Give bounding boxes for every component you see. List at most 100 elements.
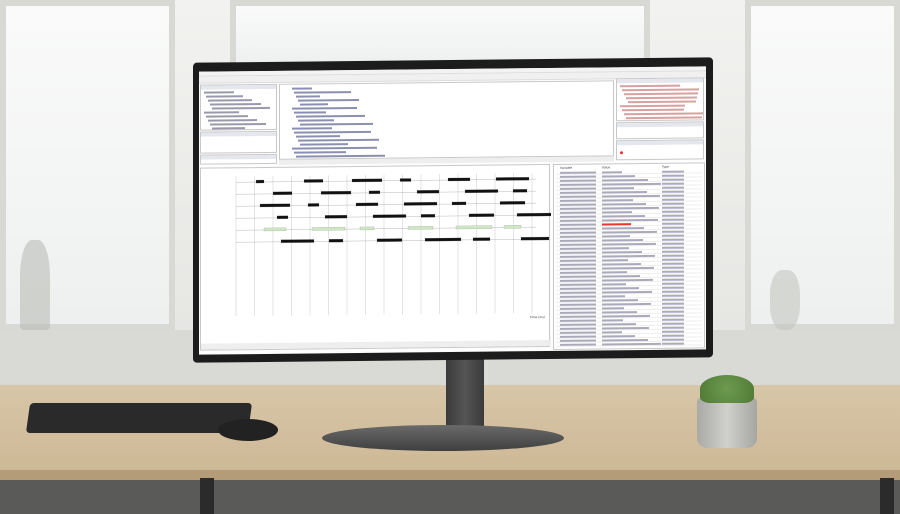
signal-pulse <box>259 203 291 208</box>
memory-panel <box>200 83 277 131</box>
text-line <box>292 146 377 150</box>
signal-pulse <box>324 215 348 219</box>
signal-pulse <box>416 190 440 194</box>
background-plant <box>770 270 800 330</box>
signal-pulse <box>455 225 493 230</box>
signal-pulse <box>263 227 287 232</box>
time-axis-label: Time (ms) <box>529 315 545 320</box>
timing-diagram-panel: Time (ms) <box>200 163 554 351</box>
text-line <box>206 115 248 118</box>
signal-pulse <box>403 202 438 206</box>
text-line <box>296 154 385 158</box>
monitor-stand-base <box>322 425 564 451</box>
signal-pulse <box>399 178 412 182</box>
text-line <box>294 111 326 114</box>
signal-pulse <box>464 189 499 193</box>
signal-pulse <box>320 190 352 195</box>
signal-pulse <box>503 225 522 229</box>
table-row[interactable] <box>556 341 702 347</box>
signal-pulse <box>407 226 434 230</box>
text-line <box>294 151 346 154</box>
console-panel <box>200 153 277 165</box>
signal-pulse <box>280 239 315 243</box>
signal-pulse <box>355 202 379 207</box>
signal-pulse <box>495 177 530 181</box>
text-line <box>292 87 312 90</box>
text-line <box>300 143 348 146</box>
signal-pulse <box>276 215 289 219</box>
text-line <box>624 92 698 96</box>
text-line <box>298 98 359 102</box>
text-line <box>294 130 371 134</box>
signal-pulse <box>447 177 471 182</box>
text-line <box>622 108 684 112</box>
text-line <box>212 127 245 130</box>
text-line <box>628 100 696 104</box>
text-line <box>622 88 699 92</box>
plant-pot <box>697 398 757 448</box>
succulent-plant <box>700 375 754 403</box>
background-plant <box>20 240 50 330</box>
registers-panel <box>200 130 277 154</box>
text-line <box>300 103 328 106</box>
disassembly-panel <box>616 121 704 140</box>
signal-pulse <box>255 179 265 184</box>
text-line <box>620 84 680 88</box>
signal-pulse <box>472 237 491 241</box>
signal-pulse <box>424 237 462 242</box>
signal-pulse <box>359 226 375 231</box>
text-line <box>624 112 703 116</box>
signal-pulse <box>499 201 526 205</box>
text-line <box>626 96 697 100</box>
text-line <box>204 111 239 114</box>
column-header-type[interactable]: Type <box>662 164 669 169</box>
signal-pulse <box>368 190 381 194</box>
timing-diagram <box>235 173 554 317</box>
signal-pulse <box>307 203 320 207</box>
floor <box>0 480 900 514</box>
watch-table: Variable Value Type <box>553 162 705 350</box>
signal-pulse <box>516 212 554 217</box>
column-header-variable[interactable]: Variable <box>560 165 573 170</box>
signal-pulse <box>468 213 495 217</box>
signal-pulse <box>303 179 324 183</box>
text-line <box>206 95 243 98</box>
signal-pulse <box>420 214 436 218</box>
timing-tabs[interactable] <box>201 339 551 350</box>
window-right <box>745 0 900 330</box>
text-line <box>626 116 702 120</box>
signal-pulse <box>376 238 403 242</box>
mouse[interactable] <box>218 419 278 441</box>
track-baseline <box>236 178 536 183</box>
column-header-value[interactable]: Value <box>602 165 611 170</box>
monitor-stand-neck <box>446 358 484 433</box>
watch-registers-panel <box>616 77 704 122</box>
signal-pulse <box>512 189 528 193</box>
text-line <box>292 107 357 110</box>
text-line <box>296 114 365 118</box>
desk-leg <box>200 478 214 514</box>
text-line <box>212 106 270 110</box>
text-line <box>208 119 257 122</box>
breakpoint-icon[interactable] <box>620 151 623 155</box>
text-line <box>208 99 252 102</box>
text-line <box>204 91 234 94</box>
signal-pulse <box>351 178 383 183</box>
text-line <box>210 122 266 126</box>
text-line <box>210 103 261 106</box>
text-line <box>294 91 351 94</box>
signal-pulse <box>451 201 467 206</box>
desk-edge <box>0 470 900 480</box>
text-line <box>296 135 340 138</box>
text-line <box>620 104 685 108</box>
breakpoints-panel <box>616 139 704 161</box>
text-line <box>292 127 332 130</box>
ide-window: Time (ms) Variable Value Type <box>199 66 706 355</box>
signal-pulse <box>520 236 550 241</box>
signal-pulse <box>328 239 344 243</box>
text-line <box>298 138 379 142</box>
code-editor[interactable] <box>279 80 614 160</box>
desk-leg <box>880 478 894 514</box>
text-line <box>296 95 320 98</box>
signal-pulse <box>272 191 293 195</box>
